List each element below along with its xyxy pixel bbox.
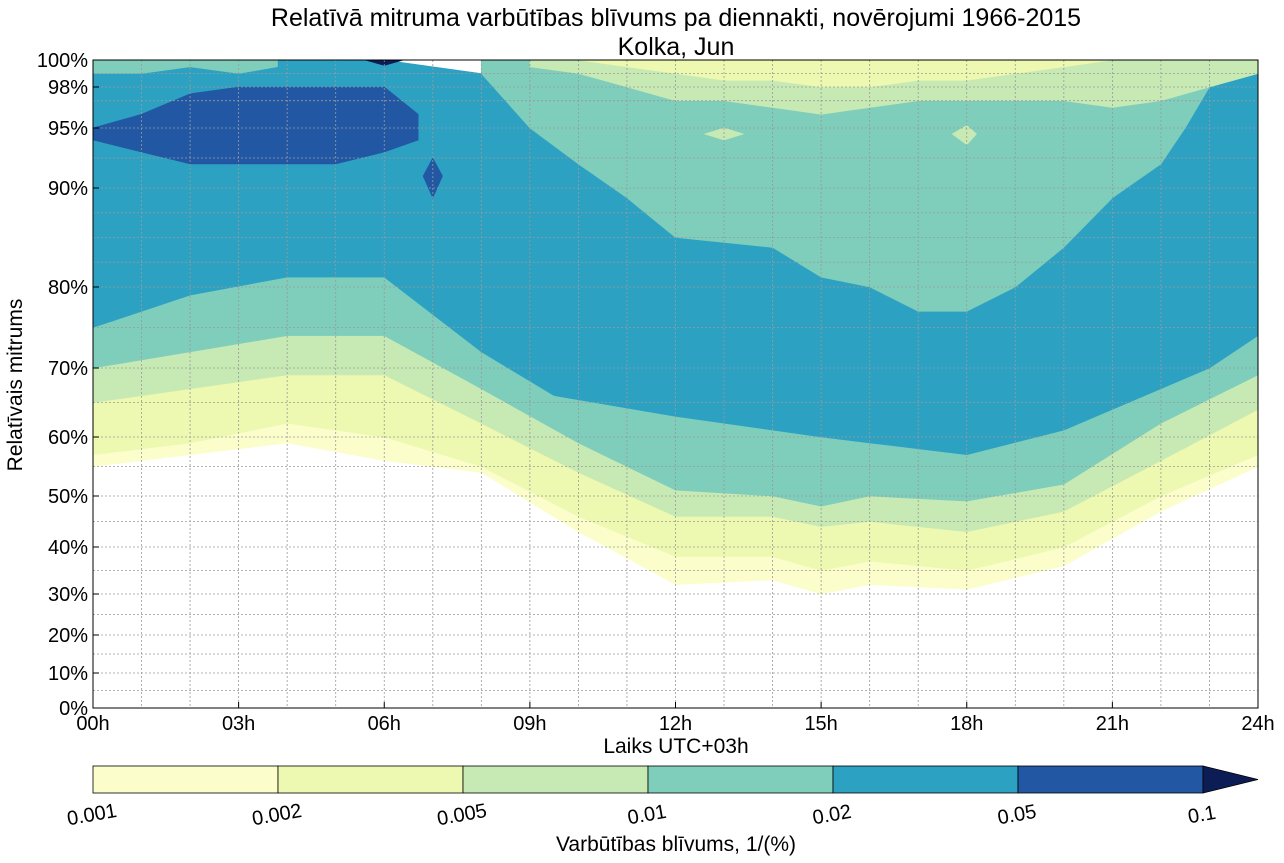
colorbar-segment-0_02 — [832, 765, 1019, 794]
chart-title: Relatīvā mitruma varbūtības blīvums pa d… — [271, 4, 1081, 32]
y-tick-label: 40% — [48, 537, 88, 559]
colorbar-segment-0_005 — [462, 765, 649, 794]
colorbar-tick-label: 0.05 — [996, 801, 1038, 829]
colorbar-segment-0_002 — [277, 765, 464, 794]
colorbar-segment-0_05 — [1017, 765, 1204, 794]
gridlines — [93, 60, 1258, 708]
colorbar-tick-label: 0.005 — [435, 800, 488, 830]
x-tick-label: 15h — [804, 713, 837, 735]
y-tick-label: 20% — [48, 625, 88, 647]
colorbar-extend-arrow — [1202, 765, 1259, 794]
x-tick-label: 18h — [950, 713, 983, 735]
colorbar-tick-label: 0.01 — [626, 801, 668, 829]
x-tick-label: 09h — [513, 713, 546, 735]
x-axis-ticks: 00h 03h 06h 09h 12h 15h 18h 21h 24h — [76, 702, 1275, 735]
x-tick-label: 06h — [368, 713, 401, 735]
colorbar-tick-label: 0.001 — [65, 800, 118, 830]
y-axis-ticks: 0% 10% 20% 30% 40% 50% 60% 70% 80% 90% 95% 98% 100% — [37, 50, 99, 720]
y-tick-label: 95% — [48, 118, 88, 140]
x-tick-label: 24h — [1241, 713, 1274, 735]
y-tick-label: 10% — [48, 663, 88, 685]
y-tick-label: 60% — [48, 427, 88, 449]
y-tick-label: 70% — [48, 358, 88, 380]
x-tick-label: 21h — [1096, 713, 1129, 735]
colorbar-segment-0_001 — [92, 765, 279, 794]
y-tick-label: 0% — [59, 698, 88, 720]
y-tick-label: 100% — [37, 50, 88, 72]
y-tick-label: 90% — [48, 178, 88, 200]
x-axis-label: Laiks UTC+03h — [603, 735, 748, 758]
x-tick-label: 03h — [222, 713, 255, 735]
colorbar-segment-0_01 — [647, 765, 834, 794]
colorbar-tick-label: 0.02 — [811, 801, 853, 829]
x-tick-label: 00h — [76, 713, 109, 735]
colorbar: 0.001 0.002 0.005 0.01 0.02 0.05 0.1 — [65, 765, 1259, 830]
y-tick-label: 30% — [48, 584, 88, 606]
x-tick-label: 12h — [659, 713, 692, 735]
y-tick-label: 50% — [48, 486, 88, 508]
colorbar-tick-label: 0.002 — [250, 800, 303, 830]
y-tick-label: 98% — [48, 77, 88, 99]
y-axis-label: Relatīvais mitrums — [4, 299, 27, 472]
y-tick-label: 80% — [48, 277, 88, 299]
colorbar-label: Varbūtības blīvums, 1/(%) — [556, 833, 796, 856]
colorbar-tick-label: 0.1 — [1186, 802, 1217, 828]
chart-subtitle: Kolka, Jun — [618, 33, 735, 61]
